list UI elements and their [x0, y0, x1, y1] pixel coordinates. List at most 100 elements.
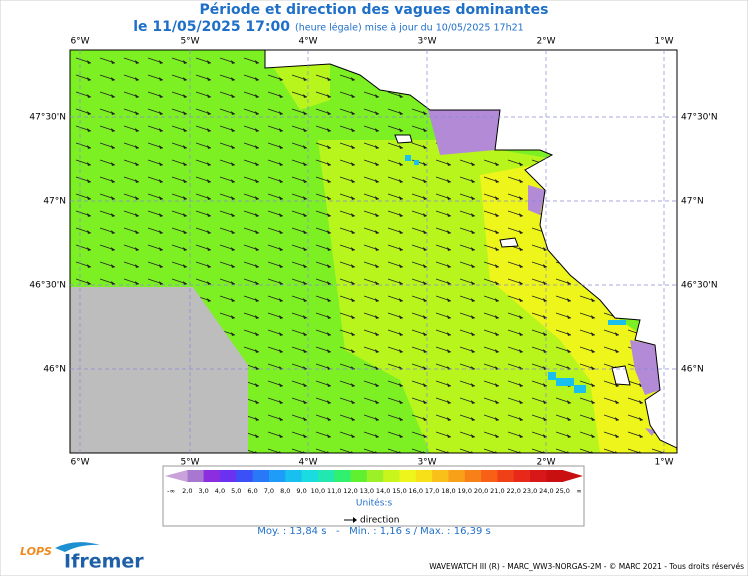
logo-lops: LOPS [20, 545, 52, 558]
direction-arrow-head [471, 434, 475, 438]
logo-wave [55, 542, 100, 552]
direction-arrow [507, 448, 522, 453]
direction-arrow-head [207, 196, 211, 200]
colorbar-label: 25,0 [555, 487, 569, 495]
direction-arrow-head [615, 400, 619, 404]
direction-arrow-head [183, 281, 187, 285]
direction-arrow-head [423, 315, 427, 319]
direction-arrow-head [279, 230, 283, 234]
island [394, 134, 631, 386]
direction-arrow-head [327, 434, 331, 438]
direction-arrow-head [159, 196, 163, 200]
direction-arrow-head [327, 383, 331, 387]
direction-arrow-head [519, 417, 523, 421]
direction-arrow-head [543, 298, 547, 302]
direction-arrow-head [183, 230, 187, 234]
colorbar-segment [219, 470, 237, 482]
colorbar-label: 22,0 [506, 487, 520, 495]
colorbar-segment [448, 470, 466, 482]
colorbar-label: 2,0 [182, 487, 192, 495]
colorbar-segment [252, 470, 270, 482]
direction-arrow-head [399, 247, 403, 251]
direction-arrow-head [423, 162, 427, 166]
direction-arrow-head [231, 162, 235, 166]
direction-arrow-head [399, 264, 403, 268]
direction-arrow-head [183, 213, 187, 217]
direction-arrow-head [111, 281, 115, 285]
direction-arrow-head [615, 417, 619, 421]
direction-arrow-head [87, 111, 91, 115]
direction-arrow-head [303, 332, 307, 336]
direction-arrow-head [447, 247, 451, 251]
direction-arrow-head [351, 213, 355, 217]
direction-arrow-head [399, 128, 403, 132]
direction-arrow-head [303, 400, 307, 404]
direction-arrow-head [231, 298, 235, 302]
colorbar-label: 11,0 [327, 487, 341, 495]
direction-arrow-head [399, 179, 403, 183]
colorbar-label: 21,0 [490, 487, 504, 495]
lon-label-bottom: 3°W [417, 458, 436, 468]
direction-arrow-head [327, 179, 331, 183]
colorbar-segment [481, 470, 498, 482]
direction-arrow-head [375, 400, 379, 404]
direction-arrow-head [375, 196, 379, 200]
direction-arrow-head [135, 213, 139, 217]
direction-arrow-head [207, 111, 211, 115]
direction-arrow-head [447, 281, 451, 285]
direction-arrow-head [591, 400, 595, 404]
direction-arrow-head [375, 128, 379, 132]
lon-label-top: 1°W [654, 37, 673, 47]
direction-arrow-head [111, 162, 115, 166]
direction-arrow-head [375, 230, 379, 234]
direction-arrow-head [495, 434, 499, 438]
direction-arrow [315, 448, 330, 453]
direction-arrow-head [231, 60, 235, 64]
direction-arrow-head [207, 145, 211, 149]
direction-arrow-head [159, 230, 163, 234]
colorbar-segment [187, 470, 205, 482]
direction-arrow-head [255, 230, 259, 234]
direction-arrow-head [111, 60, 115, 64]
direction-arrow-head [447, 400, 451, 404]
direction-arrow-head [351, 145, 355, 149]
direction-arrow-head [423, 298, 427, 302]
direction-arrow-head [183, 94, 187, 98]
lon-label-top: 2°W [536, 37, 555, 47]
colorbar-segment [350, 470, 368, 482]
direction-arrow-head [183, 162, 187, 166]
direction-arrow-head [375, 298, 379, 302]
direction-arrow-head [279, 298, 283, 302]
direction-arrow-head [303, 145, 307, 149]
direction-arrow-head [519, 281, 523, 285]
direction-arrow-head [519, 383, 523, 387]
direction-arrow-head [423, 145, 427, 149]
direction-arrow-head [399, 315, 403, 319]
direction-arrow-head [87, 94, 91, 98]
direction-arrow-head [303, 162, 307, 166]
direction-arrow-head [159, 111, 163, 115]
direction-arrow-head [567, 400, 571, 404]
direction-arrow-head [135, 230, 139, 234]
direction-arrow-head [255, 417, 259, 421]
direction-arrow-head [231, 128, 235, 132]
direction-arrow-head [303, 417, 307, 421]
direction-arrow-head [231, 281, 235, 285]
direction-arrow-head [351, 332, 355, 336]
direction-arrow-head [615, 434, 619, 438]
direction-arrow-head [399, 145, 403, 149]
direction-arrow-head [639, 434, 643, 438]
direction-arrow-head [399, 349, 403, 353]
direction-arrow-head [279, 434, 283, 438]
direction-arrow-head [327, 94, 331, 98]
direction-arrow-head [135, 94, 139, 98]
direction-arrow-head [279, 213, 283, 217]
direction-arrow-head [135, 281, 139, 285]
colorbar-label: 17,0 [425, 487, 439, 495]
direction-arrow-head [87, 213, 91, 217]
colorbar-segment [301, 470, 319, 482]
direction-arrow-head [303, 230, 307, 234]
direction-arrow-head [351, 77, 355, 81]
direction-arrow-head [353, 517, 357, 523]
colorbar-label: 23,0 [523, 487, 537, 495]
